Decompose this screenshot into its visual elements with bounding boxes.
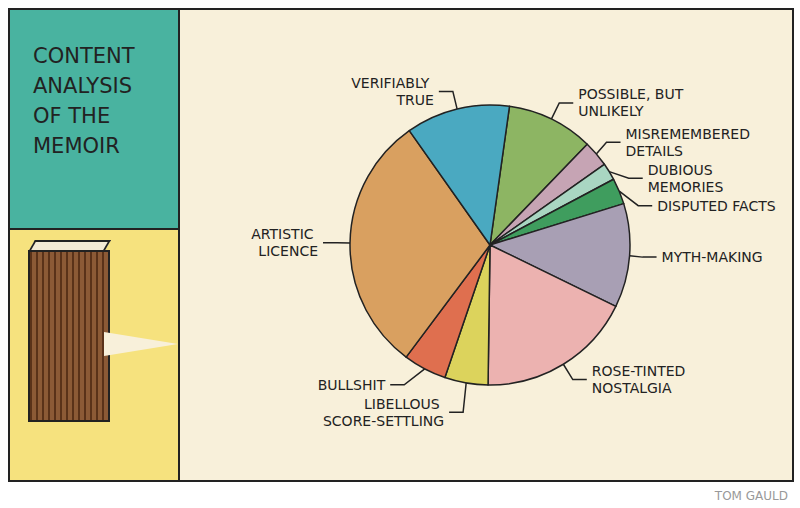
svg-text:ANALYSIS: ANALYSIS	[33, 74, 139, 98]
svg-text:MEMORIES: MEMORIES	[648, 179, 724, 195]
svg-text:DUBIOUS: DUBIOUS	[648, 162, 717, 178]
svg-text:BULLSHIT: BULLSHIT	[318, 377, 386, 393]
svg-text:POSSIBLE, BUT: POSSIBLE, BUT	[578, 86, 687, 102]
svg-text:DISPUTED FACTS: DISPUTED FACTS	[657, 198, 776, 214]
svg-text:MYTH-MAKING: MYTH-MAKING	[662, 249, 763, 265]
svg-text:UNLIKELY: UNLIKELY	[578, 103, 644, 119]
svg-text:NOSTALGIA: NOSTALGIA	[592, 380, 672, 396]
svg-text:DETAILS: DETAILS	[626, 143, 684, 159]
svg-text:OF THE: OF THE	[33, 104, 117, 128]
svg-text:ARTISTIC: ARTISTIC	[251, 226, 318, 242]
svg-text:MEMOIR: MEMOIR	[33, 134, 120, 158]
svg-text:LICENCE: LICENCE	[258, 243, 318, 259]
svg-text:SCORE-SETTLING: SCORE-SETTLING	[323, 413, 444, 429]
svg-text:MISREMEMBERED: MISREMEMBERED	[626, 126, 755, 142]
svg-text:CONTENT: CONTENT	[33, 44, 141, 68]
svg-text:VERIFIABLY: VERIFIABLY	[351, 75, 434, 91]
svg-text:ROSE-TINTED: ROSE-TINTED	[592, 363, 690, 379]
svg-text:TOM GAULD: TOM GAULD	[714, 489, 788, 503]
svg-text:LIBELLOUS: LIBELLOUS	[364, 396, 444, 412]
svg-text:TRUE: TRUE	[395, 92, 433, 108]
